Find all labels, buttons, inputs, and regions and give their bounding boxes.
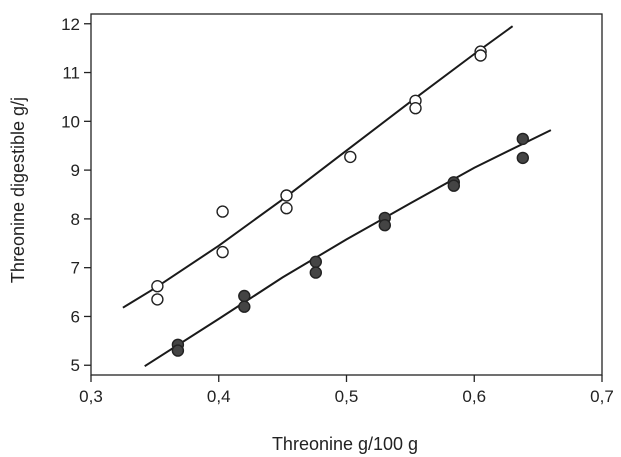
- point-s0-0: [151, 280, 164, 293]
- point-s0-3: [216, 245, 229, 259]
- y-tick-label-7: 12: [61, 15, 80, 34]
- point-s0-1: [151, 293, 164, 306]
- axes: 0,3 0,4 0,5 0,6 0,7 5 6 7 8 9 10 11 12: [61, 13, 614, 406]
- y-tick-label-6: 11: [62, 64, 80, 83]
- fit-line-1: [144, 129, 552, 368]
- point-s0-8: [409, 101, 422, 115]
- point-s0-4: [280, 189, 293, 202]
- point-s1-5: [309, 266, 322, 279]
- point-s1-9: [447, 179, 460, 192]
- x-tick-label-3: 0,6: [462, 387, 486, 406]
- x-tick-label-0: 0,3: [79, 387, 103, 406]
- y-tick-label-3: 8: [71, 210, 80, 229]
- point-s1-11: [516, 151, 529, 165]
- x-tick-label-2: 0,5: [335, 387, 359, 406]
- y-tick-label-1: 6: [71, 307, 80, 326]
- point-s1-4: [309, 255, 322, 268]
- y-tick-label-5: 10: [61, 112, 80, 131]
- point-s0-10: [474, 49, 487, 62]
- point-s1-7: [378, 218, 391, 232]
- point-s0-5: [280, 201, 293, 215]
- y-tick-label-4: 9: [71, 161, 80, 180]
- x-tick-label-1: 0,4: [207, 387, 231, 406]
- point-s1-1: [171, 344, 185, 357]
- fit-line-0: [122, 25, 514, 309]
- data-points: [151, 45, 529, 357]
- point-s1-3: [238, 300, 251, 313]
- point-s1-10: [516, 132, 529, 146]
- x-axis-label: Threonine g/100 g: [272, 434, 418, 454]
- y-tick-label-0: 5: [71, 356, 80, 375]
- point-s0-2: [216, 205, 229, 218]
- point-s0-6: [344, 150, 357, 164]
- point-s1-2: [238, 289, 251, 303]
- plot-frame: [90, 13, 603, 376]
- y-tick-label-2: 7: [71, 259, 80, 278]
- fit-lines: [122, 25, 552, 368]
- y-axis-label: Threonine digestible g/j: [8, 97, 28, 283]
- x-tick-label-4: 0,7: [590, 387, 614, 406]
